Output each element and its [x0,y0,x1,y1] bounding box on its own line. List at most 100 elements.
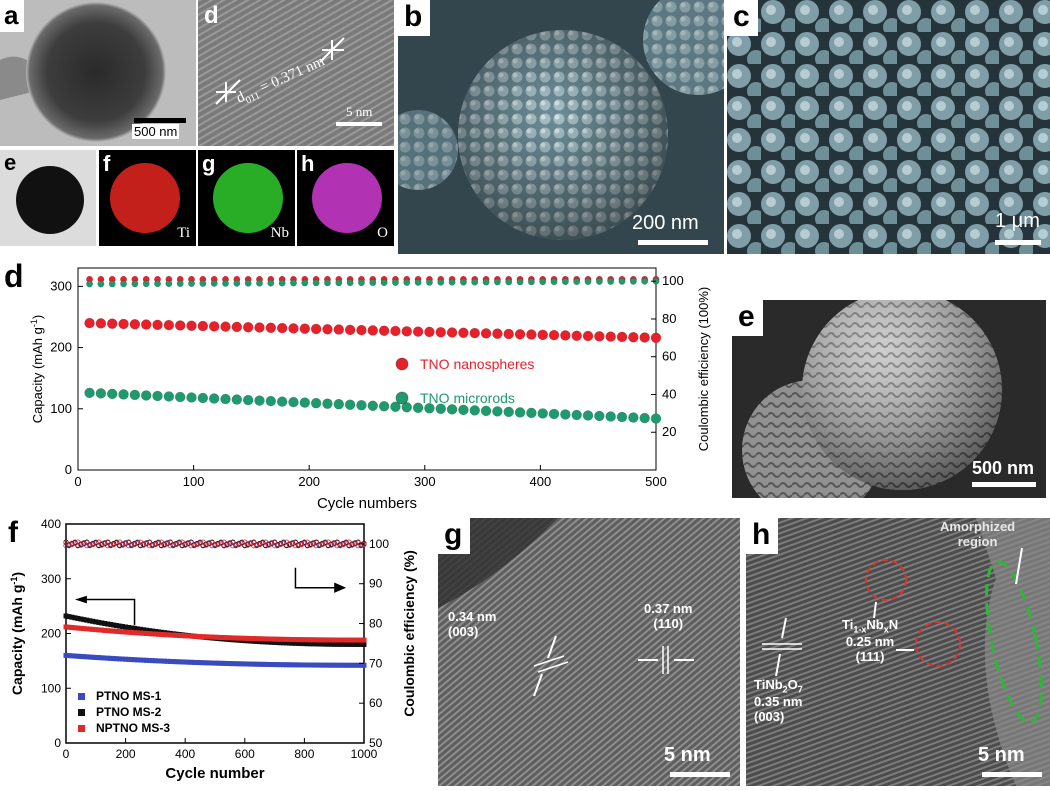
data-point-3 [131,280,139,288]
efficiency-point-2 [81,541,87,547]
capacity-point-2 [158,631,164,637]
efficiency-point-2 [352,541,358,547]
capacity-point-0 [269,662,275,668]
d-value-003: 0.34 nm [448,609,497,624]
hrtem-image-h [746,518,1050,786]
phase-formula-tinbn: Ti1-xNbxN [842,617,898,635]
scale-bar [134,118,186,123]
data-point-0 [582,330,594,342]
phase-label-tinbn: Ti1-xNbxN 0.25 nm (111) [842,617,898,665]
hrtem-lattice-image [198,0,394,146]
capacity-point-2 [292,637,298,643]
capacity-point-1 [325,641,331,647]
capacity-point-2 [209,634,215,640]
capacity-point-2 [242,635,248,641]
data-point-1 [95,388,107,399]
capacity-point-1 [281,640,287,646]
capacity-point-0 [278,662,284,668]
capacity-point-2 [69,625,75,631]
capacity-point-1 [248,638,254,644]
spacing-label-110: 0.37 nm (110) [644,601,693,632]
capacity-point-2 [191,633,197,639]
efficiency-point-2 [93,540,99,546]
data-point-0 [197,320,209,332]
data-point-3 [335,279,343,287]
data-point-1 [254,395,265,406]
efficiency-point-2 [218,540,224,546]
data-point-0 [367,325,379,336]
capacity-point-0 [310,662,316,668]
capacity-point-2 [266,636,272,642]
data-point-0 [401,326,413,337]
capacity-point-1 [352,641,358,647]
scale-bar-label: 1 μm [995,210,1040,232]
capacity-point-1 [87,618,93,624]
capacity-point-1 [254,638,260,644]
capacity-point-0 [260,661,266,667]
capacity-point-2 [236,635,242,641]
capacity-point-0 [266,661,272,667]
scale-bar-label: 500 nm [972,458,1035,478]
data-point-0 [412,326,424,337]
d-value-110: 0.37 nm [644,601,693,616]
data-point-1 [582,410,594,421]
capacity-point-1 [132,625,138,631]
data-point-0 [514,329,526,340]
legend-label: TNO microrods [420,390,515,406]
hkl-003: (003) [448,623,479,639]
data-point-1 [514,407,526,418]
capacity-point-0 [164,658,170,664]
data-point-3 [482,278,490,286]
panel-tag-f: f [103,151,111,176]
sem-overview-image [727,0,1050,254]
scale-bar-label: 5 nm [346,104,373,119]
efficiency-point-2 [319,541,325,548]
capacity-point-0 [242,661,248,667]
capacity-point-2 [72,625,78,631]
efficiency-point-2 [206,541,212,547]
capacity-point-0 [129,657,135,663]
capacity-point-0 [227,661,233,667]
efficiency-point-2 [63,540,69,546]
y-tick-label: 100 [41,681,61,695]
y-axis-label: Capacity (mAh g-1) [29,315,45,423]
efficiency-point-2 [224,542,230,548]
capacity-point-0 [319,662,325,668]
efficiency-point-2 [289,541,296,547]
capacity-point-0 [69,653,75,659]
legend-label: NPTNO MS-3 [96,721,170,735]
efficiency-point-2 [143,541,150,547]
x-tick-label: 600 [235,747,255,761]
efficiency-point-2 [158,539,164,545]
formula-sub3: 2 [782,684,788,695]
data-point-3 [437,278,445,286]
y2-tick-label: 90 [369,577,383,591]
data-point-3 [573,278,581,286]
capacity-point-2 [129,629,135,635]
capacity-point-0 [66,653,72,659]
efficiency-point-2 [203,542,209,548]
capacity-point-1 [340,641,346,647]
y-tick-label: 300 [50,278,72,293]
data-point-0 [106,318,118,329]
capacity-point-1 [260,639,266,645]
right-axis-arrow [294,567,338,589]
capacity-point-0 [361,662,367,668]
capacity-point-2 [146,631,152,637]
panel-d-chart: 0 100 200 300 400 500 0 100 200 300 20 40 60 80 100 Cyc… [0,256,720,514]
capacity-point-0 [78,653,84,659]
formula-sub4: 7 [797,684,803,695]
data-point-1 [424,403,435,414]
capacity-point-2 [84,626,90,632]
capacity-point-2 [313,637,319,643]
capacity-point-2 [120,629,126,635]
spacing-label-003: 0.34 nm (003) [448,609,497,640]
data-point-1 [560,409,571,420]
y2-tick-label: 100 [369,537,389,551]
data-point-1 [265,395,277,407]
data-point-1 [605,411,616,422]
capacity-point-0 [194,660,200,666]
capacity-point-2 [140,630,146,636]
capacity-point-2 [152,631,158,637]
right-arrow-head [334,582,347,593]
